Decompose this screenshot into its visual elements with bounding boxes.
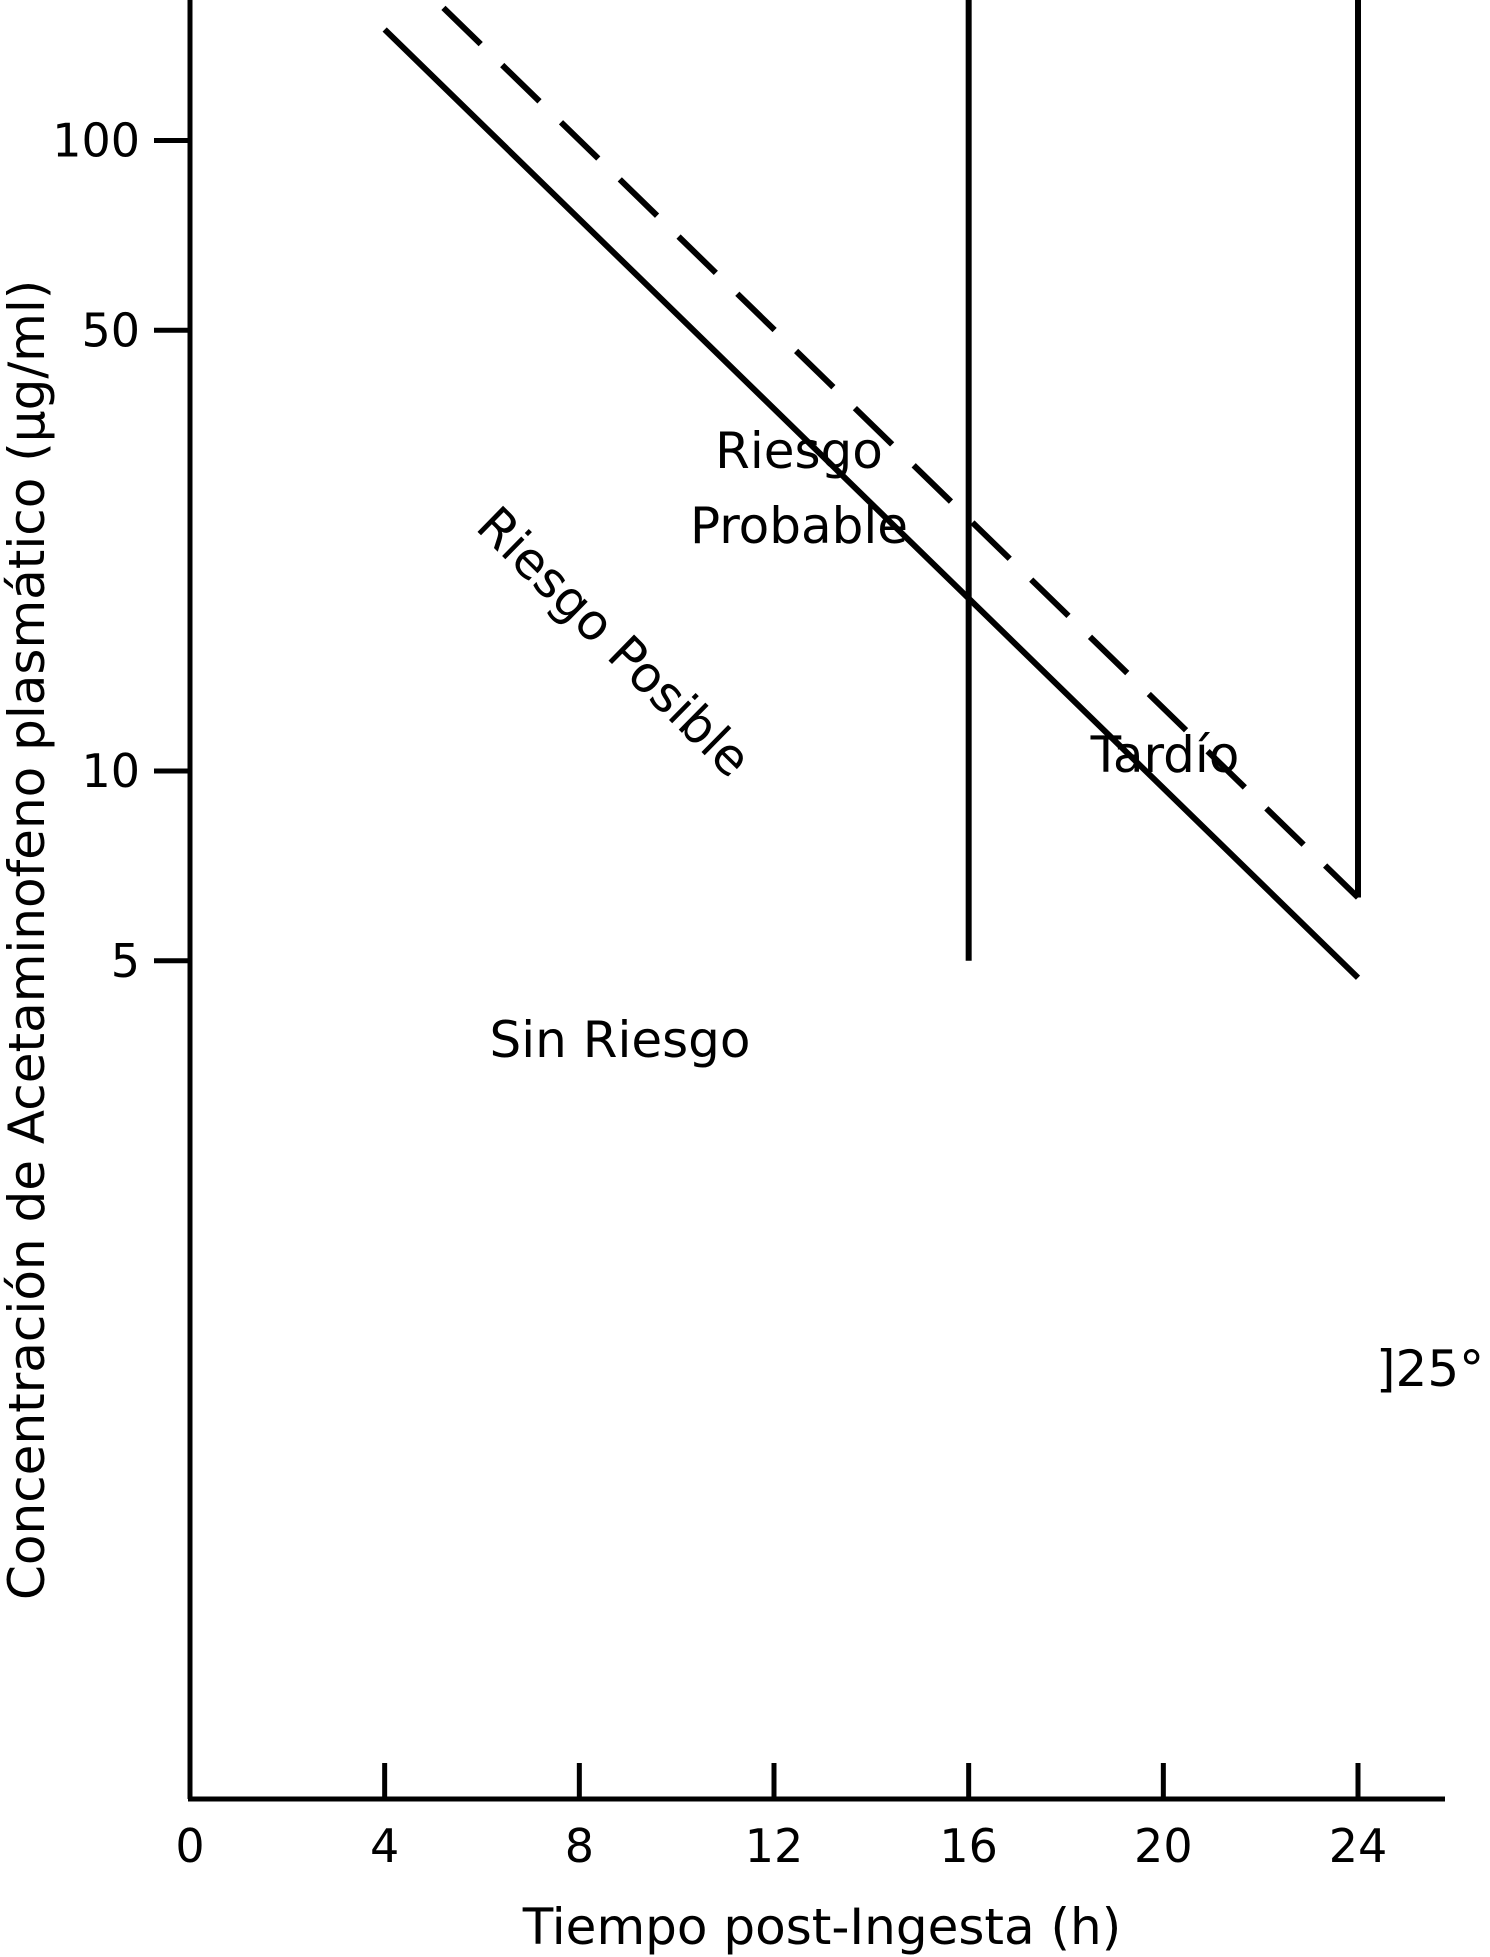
region-label-probable-line2: Probable <box>690 497 908 555</box>
y-tick-label: 5 <box>111 934 140 988</box>
x-tick-label: 8 <box>565 1819 594 1873</box>
y-tick-label: 50 <box>81 303 140 357</box>
x-tick-label: 4 <box>370 1819 399 1873</box>
x-tick-label: 24 <box>1329 1819 1388 1873</box>
solid-line-series <box>382 27 1361 980</box>
region-label-probable-line1: Riesgo <box>715 422 883 480</box>
y-tick-label: 10 <box>81 744 140 798</box>
annotation-25-percent: ]25° <box>1376 1340 1484 1398</box>
x-tick-label: 20 <box>1134 1819 1193 1873</box>
region-label-probable: Riesgo Probable <box>690 422 908 555</box>
plot-axes <box>187 0 1445 1802</box>
dashed-line-series <box>431 0 1361 900</box>
x-ticks: 0 4 8 12 16 20 24 <box>175 1763 1387 1873</box>
x-tick-label: 0 <box>175 1819 204 1873</box>
x-tick-label: 12 <box>745 1819 804 1873</box>
y-ticks: 50020010050105 <box>52 114 190 988</box>
vertical-lines-layer <box>965 0 1361 961</box>
series-layer <box>382 0 1361 980</box>
y-tick-label: 100 <box>52 114 140 168</box>
x-axis-title: Tiempo post-Ingesta (h) <box>522 1898 1121 1956</box>
region-label-tardio: Tardío <box>1090 726 1240 784</box>
x-tick-label: 16 <box>939 1819 998 1873</box>
region-label-sin-riesgo: Sin Riesgo <box>490 1011 751 1069</box>
y-axis-title: Concentración de Acetaminofeno plasmátic… <box>0 280 56 1600</box>
